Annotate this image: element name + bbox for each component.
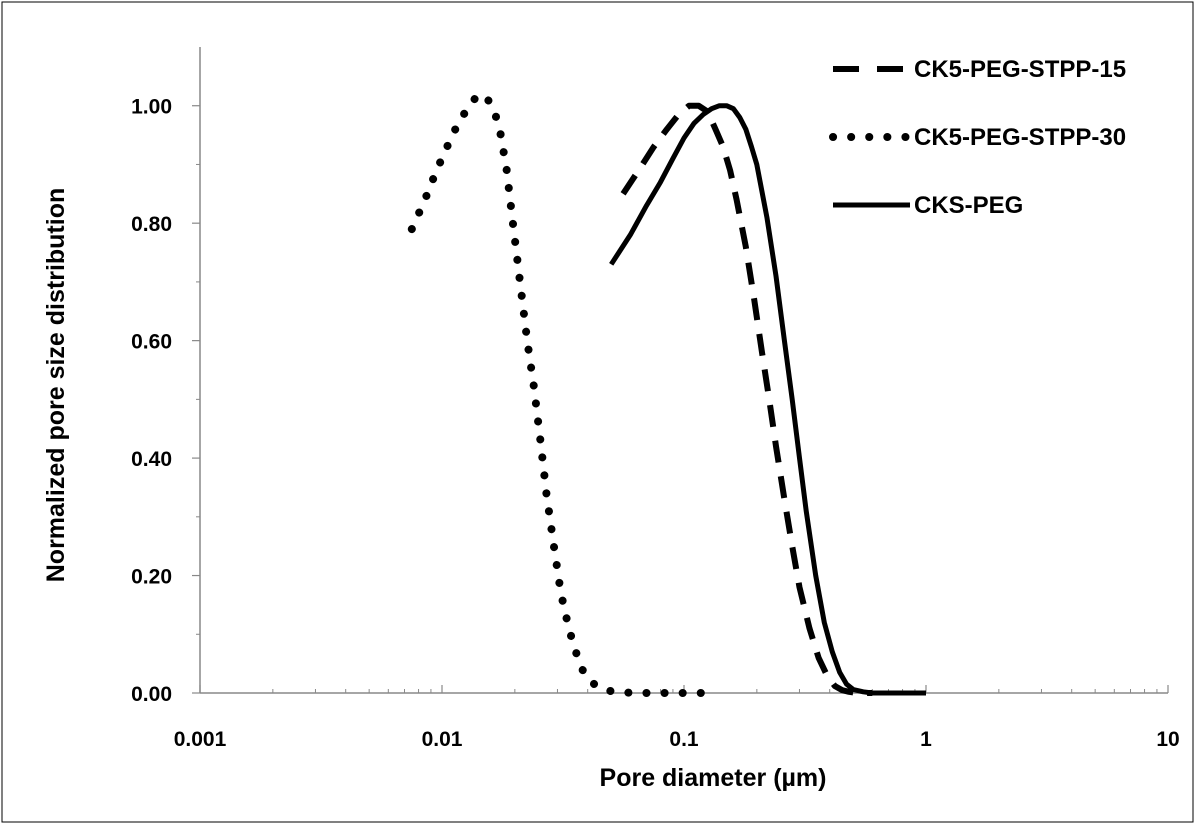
legend-label-ck5-peg-stpp-30: CK5-PEG-STPP-30 (914, 124, 1126, 151)
x-tick-label: 0.01 (422, 728, 463, 751)
x-tick-label: 1 (920, 728, 932, 751)
y-tick-label: 0.20 (131, 566, 172, 589)
y-tick-label: 0.60 (131, 331, 172, 354)
legend-label-ck5-peg-stpp-15: CK5-PEG-STPP-15 (914, 56, 1126, 83)
y-axis-label: Normalized pore size distribution (42, 188, 70, 583)
x-axis-label: Pore diameter (µm) (600, 764, 827, 792)
x-tick-label: 0.1 (669, 728, 699, 751)
series-line-cks-peg (609, 103, 926, 696)
y-tick-label: 1.00 (131, 96, 172, 119)
y-tick-label: 0.40 (131, 448, 172, 471)
y-tick-label: 0.80 (131, 213, 172, 236)
series-layer (407, 90, 926, 697)
y-tick-label: 0.00 (131, 683, 172, 706)
legend-label-cks-peg: CKS-PEG (914, 192, 1023, 219)
x-tick-label: 0.001 (174, 728, 227, 751)
series-line-ck5-peg-stpp-15 (620, 102, 873, 696)
legend: CK5-PEG-STPP-15 CK5-PEG-STPP-30 CKS-PEG (829, 56, 1126, 219)
axes: 0.001 0.01 0.1 1 10 0.00 0.20 0.40 0.60 0.80 1.00 (131, 47, 1180, 751)
x-tick-label: 10 (1156, 728, 1179, 751)
